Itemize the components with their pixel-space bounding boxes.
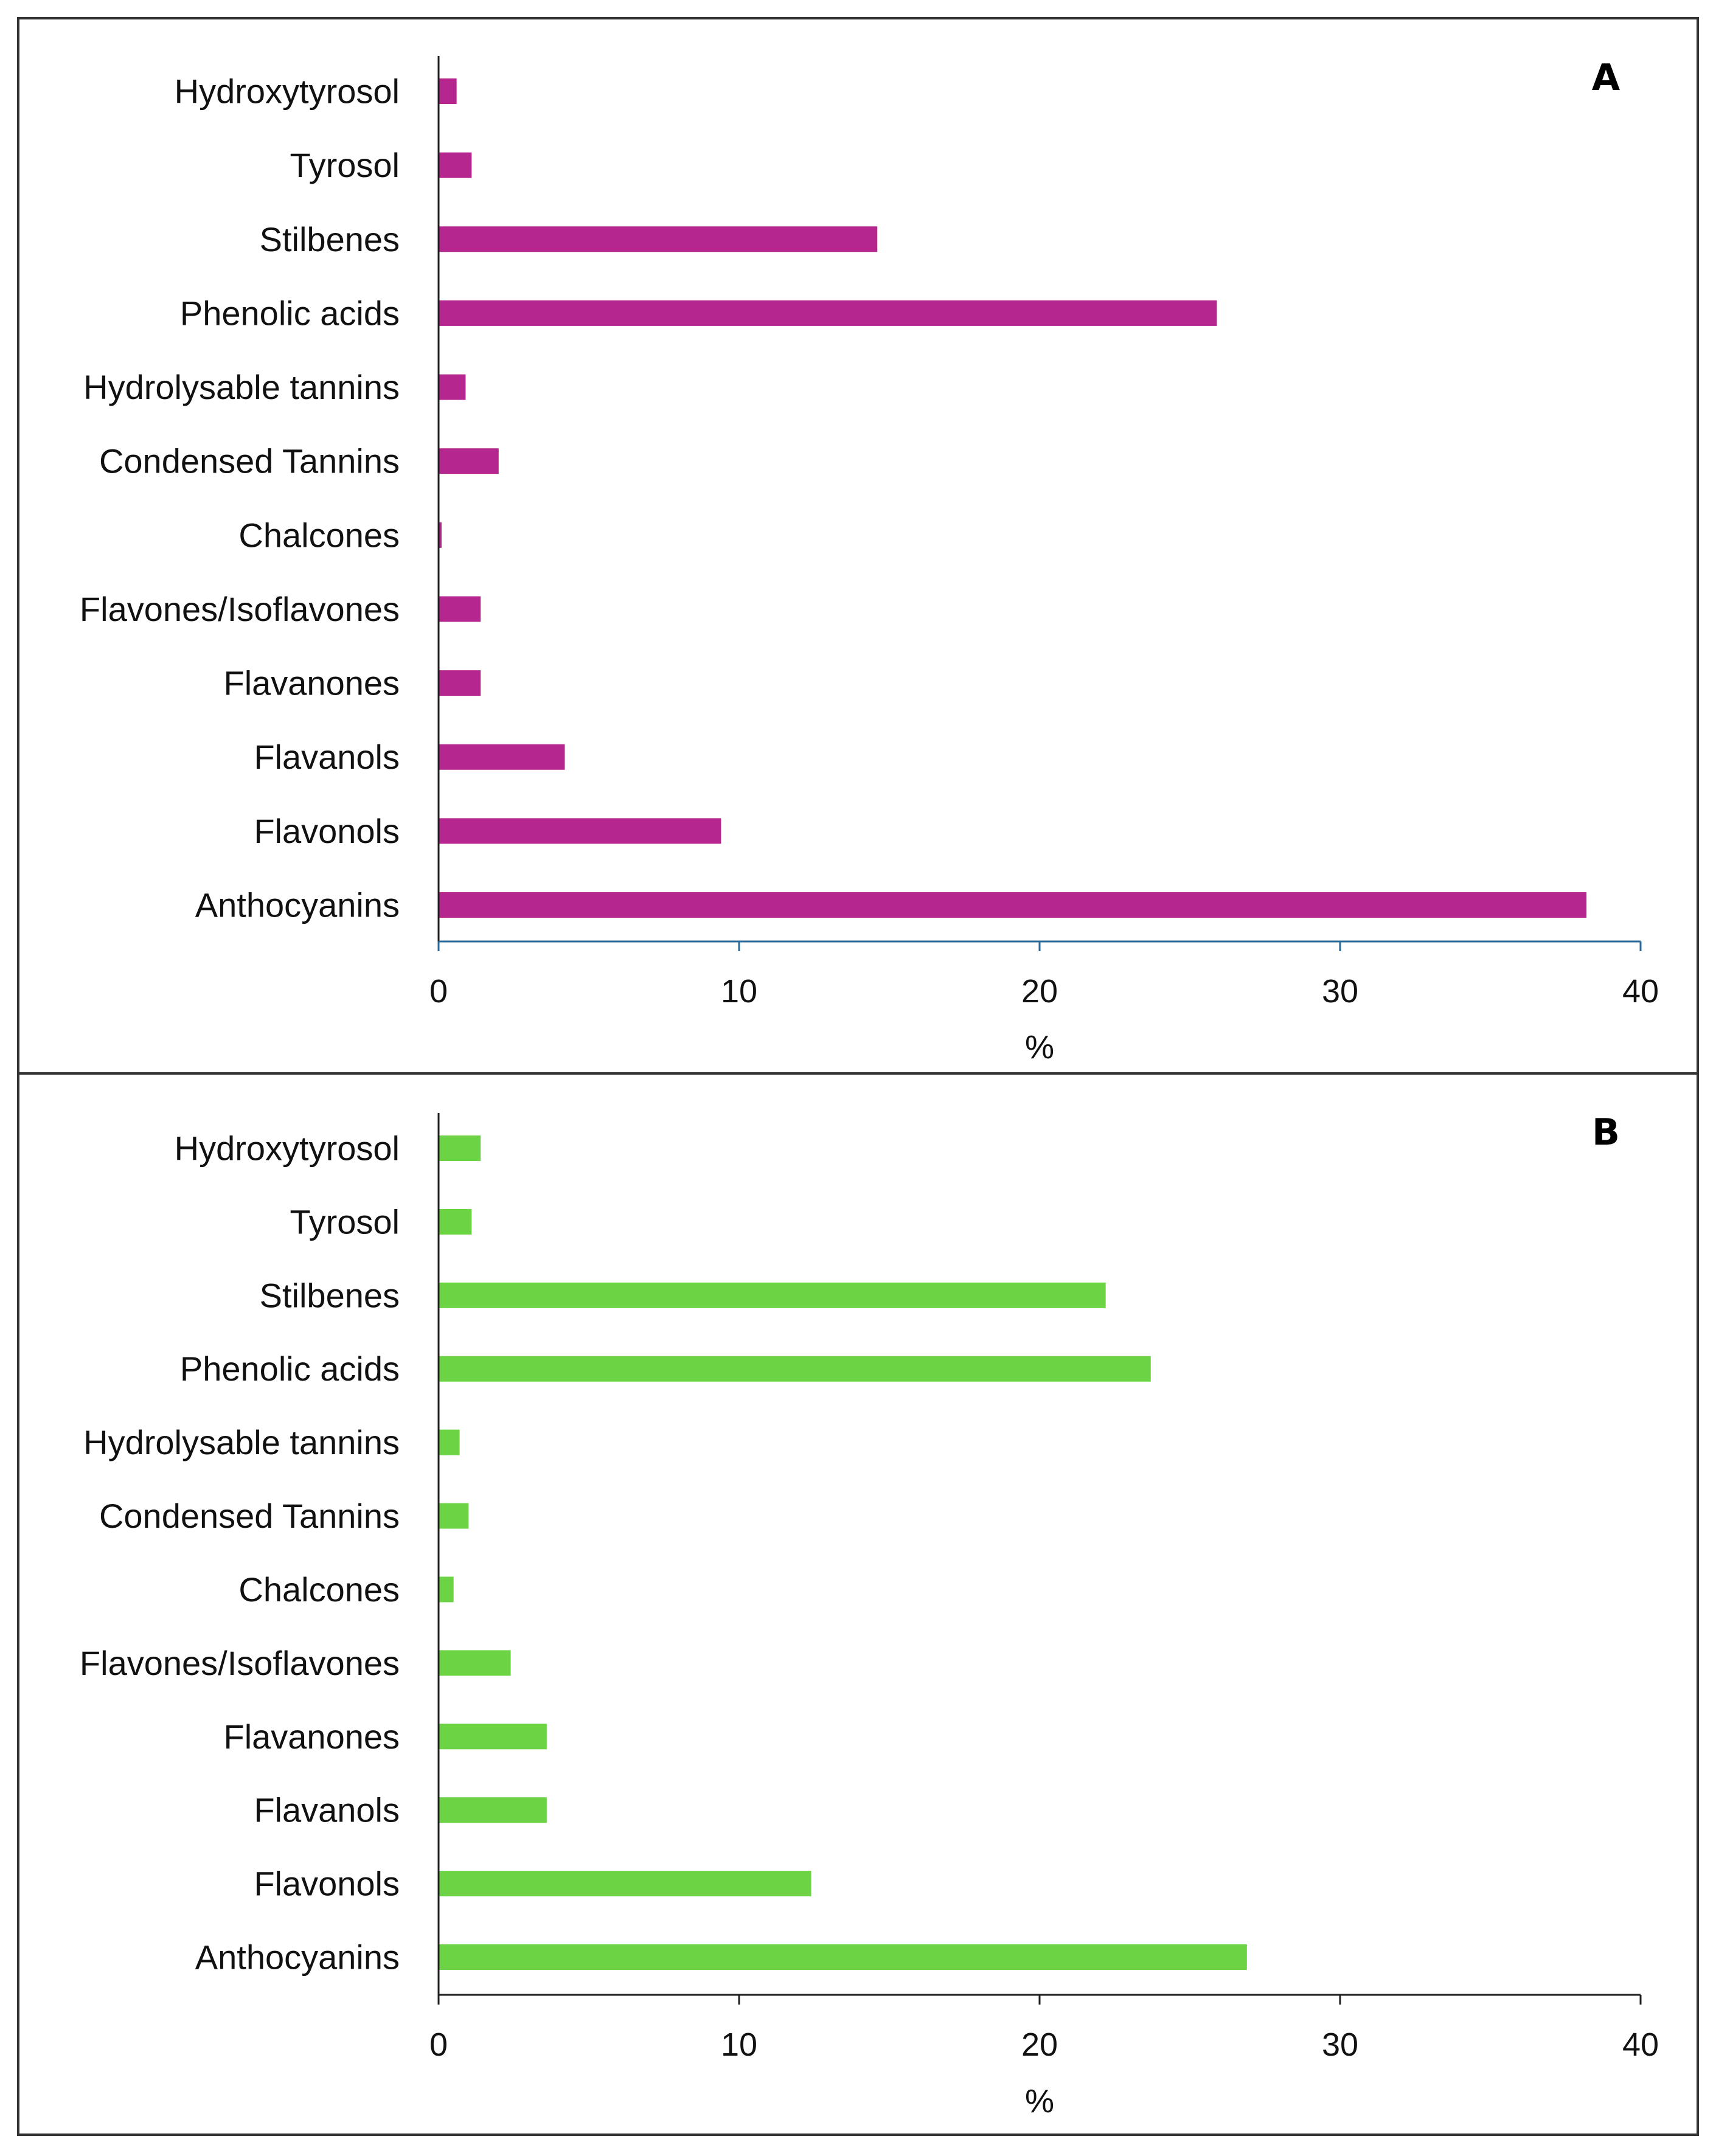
- panel-b-chart: B Hydroxytyrosol Tyrosol Stilbenes Phenolic…: [80, 1111, 1659, 2120]
- panel-b-bar-flavones-isoflavones: [439, 1650, 511, 1676]
- panel-b-label: B: [1592, 1111, 1620, 1154]
- panel-b-category-label-phenolic-acids: Phenolic acids: [180, 1350, 400, 1388]
- panel-b-category-labels: Hydroxytyrosol Tyrosol Stilbenes Phenolic a…: [80, 1129, 400, 1977]
- panel-b-bar-anthocyanins: [439, 1944, 1247, 1970]
- panel-a-bar-flavanols: [439, 744, 565, 770]
- panel-b-bar-hydrolysable-tannins: [439, 1429, 460, 1455]
- panel-b-category-label-chalcones: Chalcones: [238, 1570, 400, 1609]
- panel-a-category-label-anthocyanins: Anthocyanins: [195, 886, 400, 924]
- panel-b-category-label-condensed-tannins: Condensed Tannins: [99, 1497, 400, 1535]
- panel-b-category-label-anthocyanins: Anthocyanins: [195, 1938, 400, 1977]
- panel-b-x-tick-label: 0: [429, 2026, 448, 2063]
- panel-a-x-axis-title: %: [1025, 1029, 1054, 1066]
- panel-a-category-label-stilbenes: Stilbenes: [260, 220, 400, 258]
- panel-a-category-label-chalcones: Chalcones: [238, 516, 400, 554]
- panel-a-bar-chalcones: [439, 522, 442, 548]
- panel-b-bar-condensed-tannins: [439, 1503, 469, 1529]
- panel-a-category-label-flavonols: Flavonols: [254, 812, 400, 850]
- panel-b-bar-stilbenes: [439, 1282, 1106, 1308]
- panel-a-category-label-hydrolysable-tannins: Hydrolysable tannins: [83, 368, 400, 406]
- panel-a-label: A: [1592, 57, 1620, 99]
- panel-b-bar-tyrosol: [439, 1208, 472, 1235]
- panel-b-bar-flavanols: [439, 1797, 547, 1823]
- panel-a-category-label-flavones-isoflavones: Flavones/Isoflavones: [80, 590, 400, 628]
- panel-b-bar-chalcones: [439, 1576, 454, 1603]
- panel-b-x-tick-label: 40: [1622, 2026, 1659, 2063]
- panel-a-x-tick-label: 0: [429, 973, 448, 1010]
- panel-a-chart: A Hydroxytyrosol Tyrosol Stilbenes Phenolic…: [80, 56, 1659, 1066]
- panel-b-category-label-stilbenes: Stilbenes: [260, 1276, 400, 1314]
- panel-b-x-ticks: 0 10 20 30 40: [429, 1995, 1659, 2063]
- panel-b-category-label-flavonols: Flavonols: [254, 1865, 400, 1903]
- panel-a-bar-flavones-isoflavones: [439, 596, 481, 622]
- panel-a-category-label-condensed-tannins: Condensed Tannins: [99, 442, 400, 480]
- panel-a-x-tick-label: 10: [721, 973, 757, 1010]
- panel-a-bar-flavonols: [439, 818, 721, 844]
- panel-a-x-ticks: 0 10 20 30 40: [429, 941, 1659, 1010]
- panel-b-category-label-tyrosol: Tyrosol: [290, 1202, 400, 1241]
- panel-b-category-label-hydroxytyrosol: Hydroxytyrosol: [175, 1129, 400, 1168]
- panel-a-bar-stilbenes: [439, 226, 878, 252]
- panel-b-bar-flavonols: [439, 1871, 811, 1897]
- panel-a-bar-tyrosol: [439, 152, 472, 178]
- panel-a-category-label-flavanones: Flavanones: [223, 664, 400, 702]
- panel-b-x-tick-label: 10: [721, 2026, 757, 2063]
- panel-b-category-label-hydrolysable-tannins: Hydrolysable tannins: [83, 1423, 400, 1461]
- panel-b-category-label-flavanones: Flavanones: [223, 1718, 400, 1756]
- panel-a-category-label-hydroxytyrosol: Hydroxytyrosol: [175, 72, 400, 111]
- panel-a-bar-flavanones: [439, 670, 481, 696]
- panel-a-bar-anthocyanins: [439, 892, 1587, 918]
- panel-a-category-label-flavanols: Flavanols: [254, 738, 400, 776]
- panel-a-bars: [439, 78, 1587, 918]
- panel-b-category-label-flavones-isoflavones: Flavones/Isoflavones: [80, 1644, 400, 1682]
- panel-a-x-tick-label: 20: [1021, 973, 1058, 1010]
- panel-b-bar-flavanones: [439, 1724, 547, 1750]
- panel-a-x-tick-label: 40: [1622, 973, 1659, 1010]
- panel-b-bar-phenolic-acids: [439, 1356, 1151, 1382]
- panel-b-x-axis-title: %: [1025, 2083, 1054, 2120]
- panel-b-bar-hydroxytyrosol: [439, 1135, 481, 1161]
- panel-a-category-label-tyrosol: Tyrosol: [290, 146, 400, 184]
- panel-a-bar-hydrolysable-tannins: [439, 374, 466, 400]
- panel-a-x-tick-label: 30: [1322, 973, 1358, 1010]
- panel-a-bar-condensed-tannins: [439, 448, 499, 474]
- panel-a-bar-hydroxytyrosol: [439, 78, 457, 104]
- panel-a-category-label-phenolic-acids: Phenolic acids: [180, 294, 400, 332]
- panel-b-x-tick-label: 20: [1021, 2026, 1058, 2063]
- panel-b-x-tick-label: 30: [1322, 2026, 1358, 2063]
- panel-a-bar-phenolic-acids: [439, 300, 1217, 326]
- panel-b-bars: [439, 1135, 1247, 1970]
- panel-b-category-label-flavanols: Flavanols: [254, 1791, 400, 1829]
- panel-a-category-labels: Hydroxytyrosol Tyrosol Stilbenes Phenolic a…: [80, 72, 400, 924]
